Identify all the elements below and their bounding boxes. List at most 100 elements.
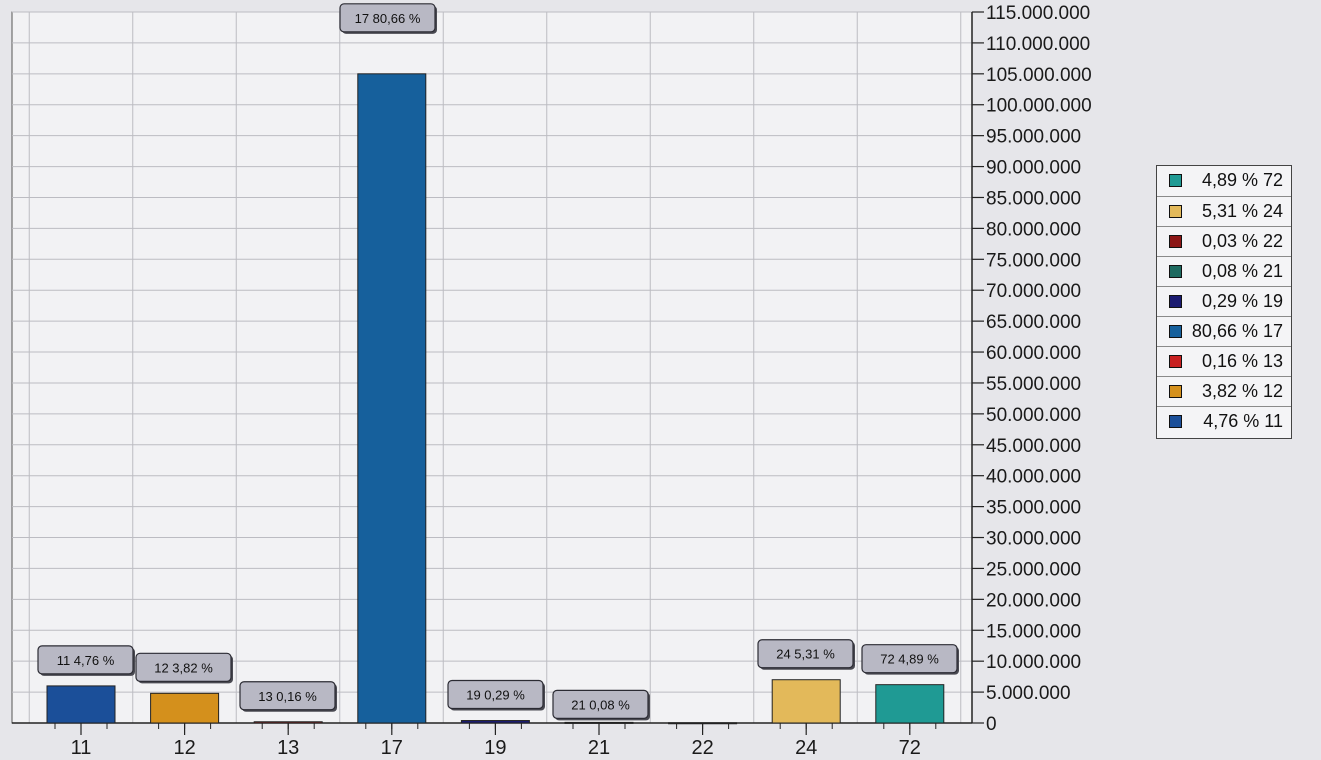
y-tick-label: 105.000.000 — [986, 65, 1092, 86]
y-gridlines — [12, 11, 972, 724]
legend-label: 0,16 % 13 — [1201, 351, 1283, 371]
data-label-text: 13 0,16 % — [258, 689, 317, 704]
x-tick-label: 17 — [381, 737, 403, 759]
y-tick-label: 65.000.000 — [986, 312, 1081, 333]
legend-swatch — [1169, 235, 1182, 248]
legend-swatch — [1169, 174, 1182, 187]
legend-swatch — [1169, 295, 1182, 308]
legend-swatch — [1169, 355, 1182, 368]
data-label-text: 19 0,29 % — [466, 688, 525, 703]
y-tick-label: 85.000.000 — [986, 188, 1081, 209]
data-labels: 11 4,76 % 12 3,82 % 13 0,16 % 17 80,66 % 19 … — [37, 3, 959, 721]
legend-swatch — [1169, 205, 1182, 218]
y-tick-label: 40.000.000 — [986, 467, 1081, 488]
y-tick-label: 80.000.000 — [986, 219, 1081, 240]
x-tick-label: 21 — [588, 737, 610, 759]
x-tick-label: 22 — [691, 737, 713, 759]
bar-24 — [771, 679, 841, 724]
y-tick-label: 70.000.000 — [986, 281, 1081, 302]
legend-label: 4,76 % 11 — [1203, 411, 1283, 431]
data-label-text: 24 5,31 % — [776, 647, 835, 662]
legend-label: 5,31 % 24 — [1201, 201, 1283, 221]
x-tick-label: 72 — [899, 737, 921, 759]
plot-area — [11, 11, 973, 724]
legend-entry: 0,03 % 22 — [1157, 226, 1291, 256]
legend-swatch — [1169, 385, 1182, 398]
data-label-text: 21 0,08 % — [571, 697, 630, 712]
y-tick-label: 95.000.000 — [986, 127, 1081, 148]
bar-12 — [150, 692, 220, 724]
data-label-text: 12 3,82 % — [154, 660, 213, 675]
x-tick-label: 13 — [277, 737, 299, 759]
y-tick-label: 35.000.000 — [986, 498, 1081, 519]
y-tick-label: 45.000.000 — [986, 436, 1081, 457]
bar-13 — [253, 721, 323, 724]
y-tick-label: 60.000.000 — [986, 343, 1081, 364]
legend-label: 0,03 % 22 — [1201, 231, 1283, 251]
data-label-19: 19 0,29 % — [447, 679, 545, 711]
data-label-box — [37, 645, 134, 675]
y-tick-label: 55.000.000 — [986, 374, 1081, 395]
legend-entry: 4,76 % 11 — [1157, 406, 1291, 436]
data-label-box — [339, 3, 436, 33]
data-label-box — [757, 639, 854, 669]
data-label-17: 17 80,66 % — [339, 3, 437, 34]
y-tick-label: 30.000.000 — [986, 529, 1081, 550]
y-tick-label: 20.000.000 — [986, 590, 1081, 611]
legend-label: 80,66 % 17 — [1191, 321, 1283, 341]
y-tick-label: 5.000.000 — [986, 683, 1071, 704]
y-tick-label: 110.000.000 — [986, 34, 1090, 55]
data-label-21: 21 0,08 % — [552, 689, 650, 721]
data-label-box — [861, 644, 958, 674]
y-tick-label: 50.000.000 — [986, 405, 1081, 426]
legend-entry: 3,82 % 12 — [1157, 376, 1291, 406]
bar-19 — [460, 720, 530, 724]
data-label-72: 72 4,89 % — [861, 644, 959, 675]
legend-swatch — [1169, 415, 1182, 428]
legend-entry: 4,89 % 72 — [1157, 166, 1291, 196]
data-label-box — [447, 679, 544, 710]
y-tick-label: 100.000.000 — [986, 96, 1092, 117]
legend-entry: 80,66 % 17 — [1157, 316, 1291, 346]
data-label-12: 12 3,82 % — [135, 652, 233, 684]
y-axis: 0 5.000.000 10.000.000 15.000.000 20.000.000… — [972, 3, 1092, 735]
bar-72 — [875, 684, 945, 724]
legend-label: 0,08 % 21 — [1201, 261, 1283, 281]
data-label-24: 24 5,31 % — [757, 639, 855, 670]
bar-17 — [357, 73, 427, 724]
data-label-box — [239, 681, 336, 711]
legend-entry: 0,29 % 19 — [1157, 286, 1291, 316]
legend-entry: 0,16 % 13 — [1157, 346, 1291, 376]
legend-label: 3,82 % 12 — [1201, 381, 1283, 401]
data-label-text: 17 80,66 % — [355, 11, 421, 26]
data-label-text: 11 4,76 % — [57, 653, 115, 668]
y-tick-label: 0 — [986, 714, 997, 735]
x-gridlines — [28, 12, 962, 723]
bar-11 — [46, 685, 116, 724]
legend-swatch — [1169, 325, 1182, 338]
x-axis: 11 12 13 17 19 21 22 24 72 — [54, 723, 937, 759]
x-tick-label: 12 — [173, 737, 195, 759]
y-tick-label: 75.000.000 — [986, 250, 1081, 271]
data-label-13: 13 0,16 % — [239, 681, 337, 712]
y-tick-label: 25.000.000 — [986, 559, 1081, 580]
chart-legend: 4,89 % 72 5,31 % 24 0,03 % 22 0,08 % 21 0,29… — [1156, 165, 1292, 439]
legend-label: 4,89 % 72 — [1201, 170, 1283, 190]
legend-entry: 5,31 % 24 — [1157, 196, 1291, 226]
data-label-text: 72 4,89 % — [880, 652, 939, 667]
data-label-box — [135, 652, 232, 682]
x-tick-label: 19 — [484, 737, 506, 759]
x-tick-label: 11 — [71, 737, 92, 759]
y-tick-label: 15.000.000 — [986, 621, 1081, 642]
legend-swatch — [1169, 265, 1182, 278]
x-tick-label: 24 — [795, 737, 817, 759]
legend-entry: 0,08 % 21 — [1157, 256, 1291, 286]
legend-label: 0,29 % 19 — [1201, 291, 1283, 311]
data-label-11: 11 4,76 % — [37, 645, 135, 676]
y-tick-label: 90.000.000 — [986, 158, 1081, 179]
y-tick-label: 10.000.000 — [986, 652, 1081, 673]
data-label-box — [552, 689, 649, 719]
y-tick-label: 115.000.000 — [986, 3, 1090, 24]
